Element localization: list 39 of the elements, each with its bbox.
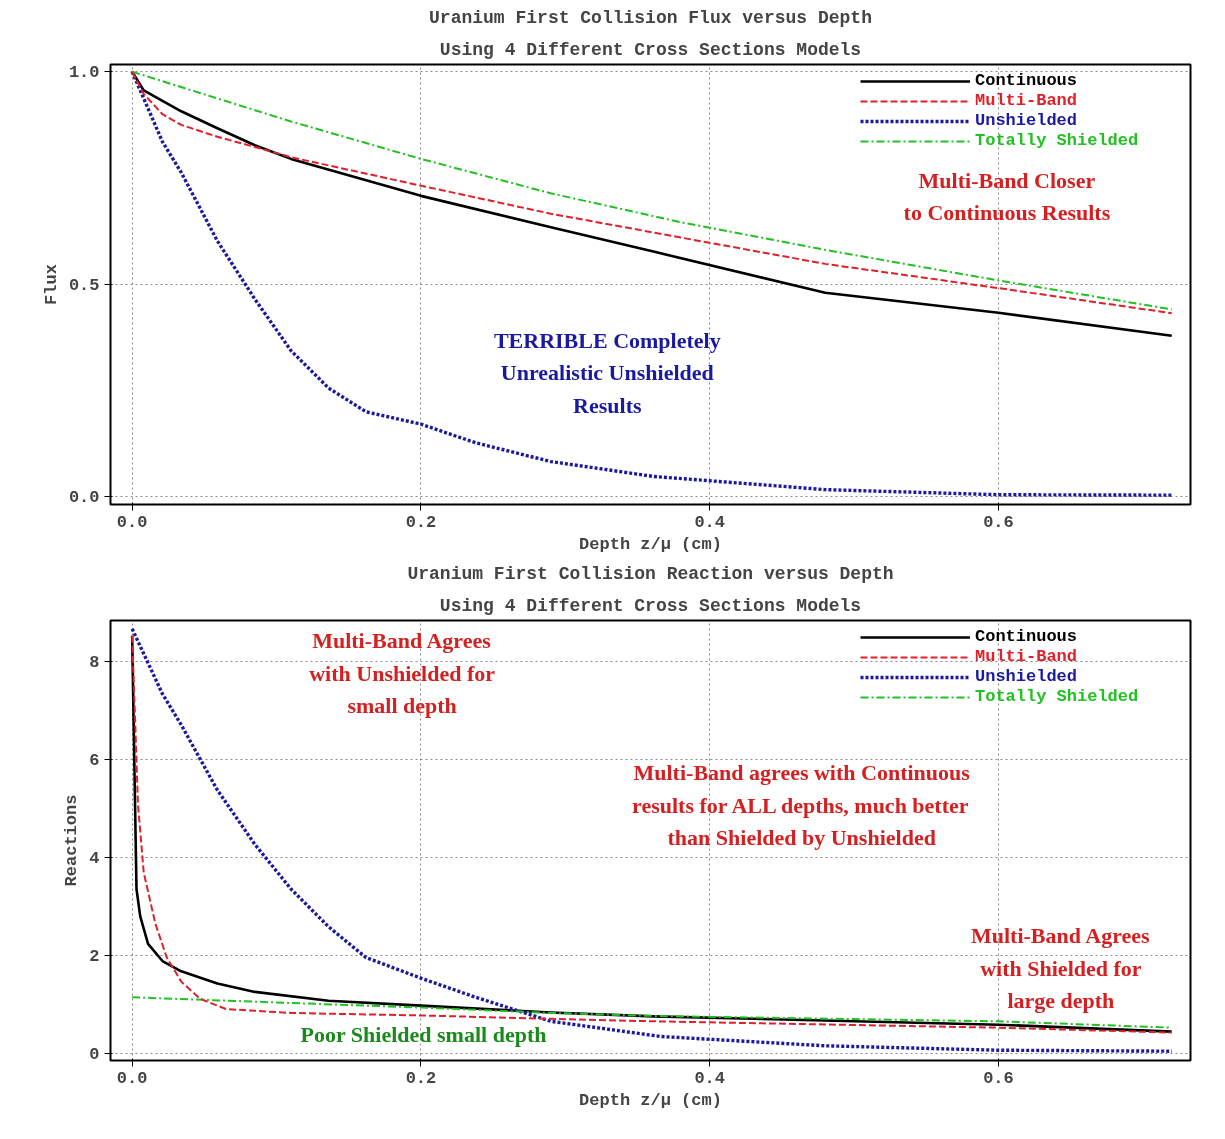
x-tick-label: 0.6 — [983, 1068, 1014, 1088]
text: Totally Shielded — [975, 687, 1139, 706]
y-tick-label: 0 — [89, 1045, 100, 1065]
text: Unshielded — [975, 111, 1078, 130]
annotation: Multi-Band Agrees with Unshielded for small depth — [309, 628, 496, 719]
x-tick-label: 0.4 — [694, 512, 725, 532]
x-axis-title: Depth z/μ (cm) — [579, 1090, 722, 1110]
text: Continuous — [975, 71, 1078, 90]
x-tick-label: 0.2 — [405, 512, 437, 532]
annotation: Multi-Band agrees with Continuous results for ALL depths, much better than Shielded by Unshielded — [632, 760, 971, 851]
y-tick-label: 1.0 — [68, 63, 100, 83]
annotation: Poor Shielded small depth — [300, 1021, 547, 1047]
y-tick-label: 8 — [89, 653, 100, 673]
y-axis-title: Flux — [41, 264, 61, 305]
annotation: TERRIBLE Completely Unrealistic Unshielded Results — [493, 327, 721, 418]
annotation: Multi-Band Closer to Continuous Results — [903, 167, 1111, 226]
y-tick-label: 6 — [89, 751, 100, 771]
x-tick-label: 0.0 — [116, 512, 148, 532]
chart-subtitle: Using 4 Different Cross Sections Models — [439, 595, 862, 616]
chart-title: Uranium First Collision Flux versus Depth — [429, 7, 872, 28]
text: Unshielded — [975, 667, 1078, 686]
text: Continuous — [975, 627, 1078, 646]
y-tick-label: 4 — [89, 849, 100, 869]
y-axis-title: Reactions — [62, 794, 82, 887]
chart-title: Uranium First Collision Reaction versus Depth — [407, 563, 894, 584]
chart-subtitle: Using 4 Different Cross Sections Models — [439, 39, 862, 60]
y-tick-label: 0.0 — [68, 488, 100, 508]
text: Multi-Band — [975, 647, 1078, 666]
x-tick-label: 0.4 — [694, 1068, 725, 1088]
x-tick-label: 0.2 — [405, 1068, 437, 1088]
x-tick-label: 0.0 — [116, 1068, 148, 1088]
text: Totally Shielded — [975, 131, 1139, 150]
y-tick-label: 0.5 — [68, 275, 100, 295]
x-tick-label: 0.6 — [983, 512, 1014, 532]
y-tick-label: 2 — [89, 947, 100, 967]
annotation: Multi-Band Agrees with Shielded for large depth — [970, 923, 1151, 1014]
line-series — [130, 70, 1174, 497]
text: Multi-Band — [975, 91, 1078, 110]
x-axis-title: Depth z/μ (cm) — [579, 534, 722, 554]
